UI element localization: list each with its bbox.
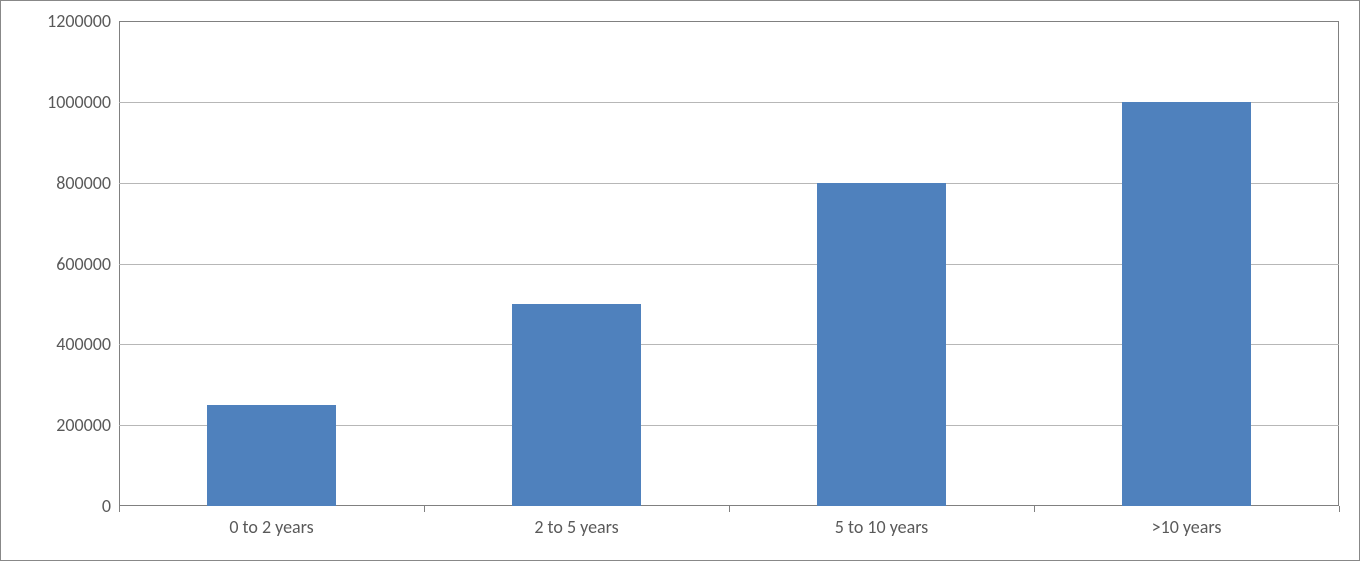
y-tick-label: 400000 bbox=[56, 333, 119, 355]
bar bbox=[512, 304, 640, 506]
bar bbox=[1122, 102, 1250, 506]
plot-area: 0200000400000600000800000100000012000000… bbox=[119, 21, 1339, 506]
y-tick-label: 1200000 bbox=[47, 10, 119, 32]
y-tick-label: 800000 bbox=[56, 172, 119, 194]
x-tick-label: 5 to 10 years bbox=[835, 506, 928, 538]
x-tick-mark bbox=[1034, 506, 1035, 512]
x-tick-label: 2 to 5 years bbox=[534, 506, 618, 538]
x-tick-mark bbox=[729, 506, 730, 512]
bar-chart: 0 200000 400000 600000 800000 1000000 1200000 0… bbox=[0, 0, 1360, 561]
x-tick-label: >10 years bbox=[1152, 506, 1222, 538]
x-tick-mark bbox=[119, 506, 120, 512]
bar bbox=[817, 183, 945, 506]
y-tick-label: 1000000 bbox=[47, 91, 119, 113]
y-tick-label: 0 bbox=[102, 495, 119, 517]
x-tick-mark bbox=[424, 506, 425, 512]
x-tick-mark bbox=[1339, 506, 1340, 512]
y-tick-label: 600000 bbox=[56, 253, 119, 275]
y-tick-label: 200000 bbox=[56, 414, 119, 436]
x-tick-label: 0 to 2 years bbox=[229, 506, 313, 538]
bar bbox=[207, 405, 335, 506]
